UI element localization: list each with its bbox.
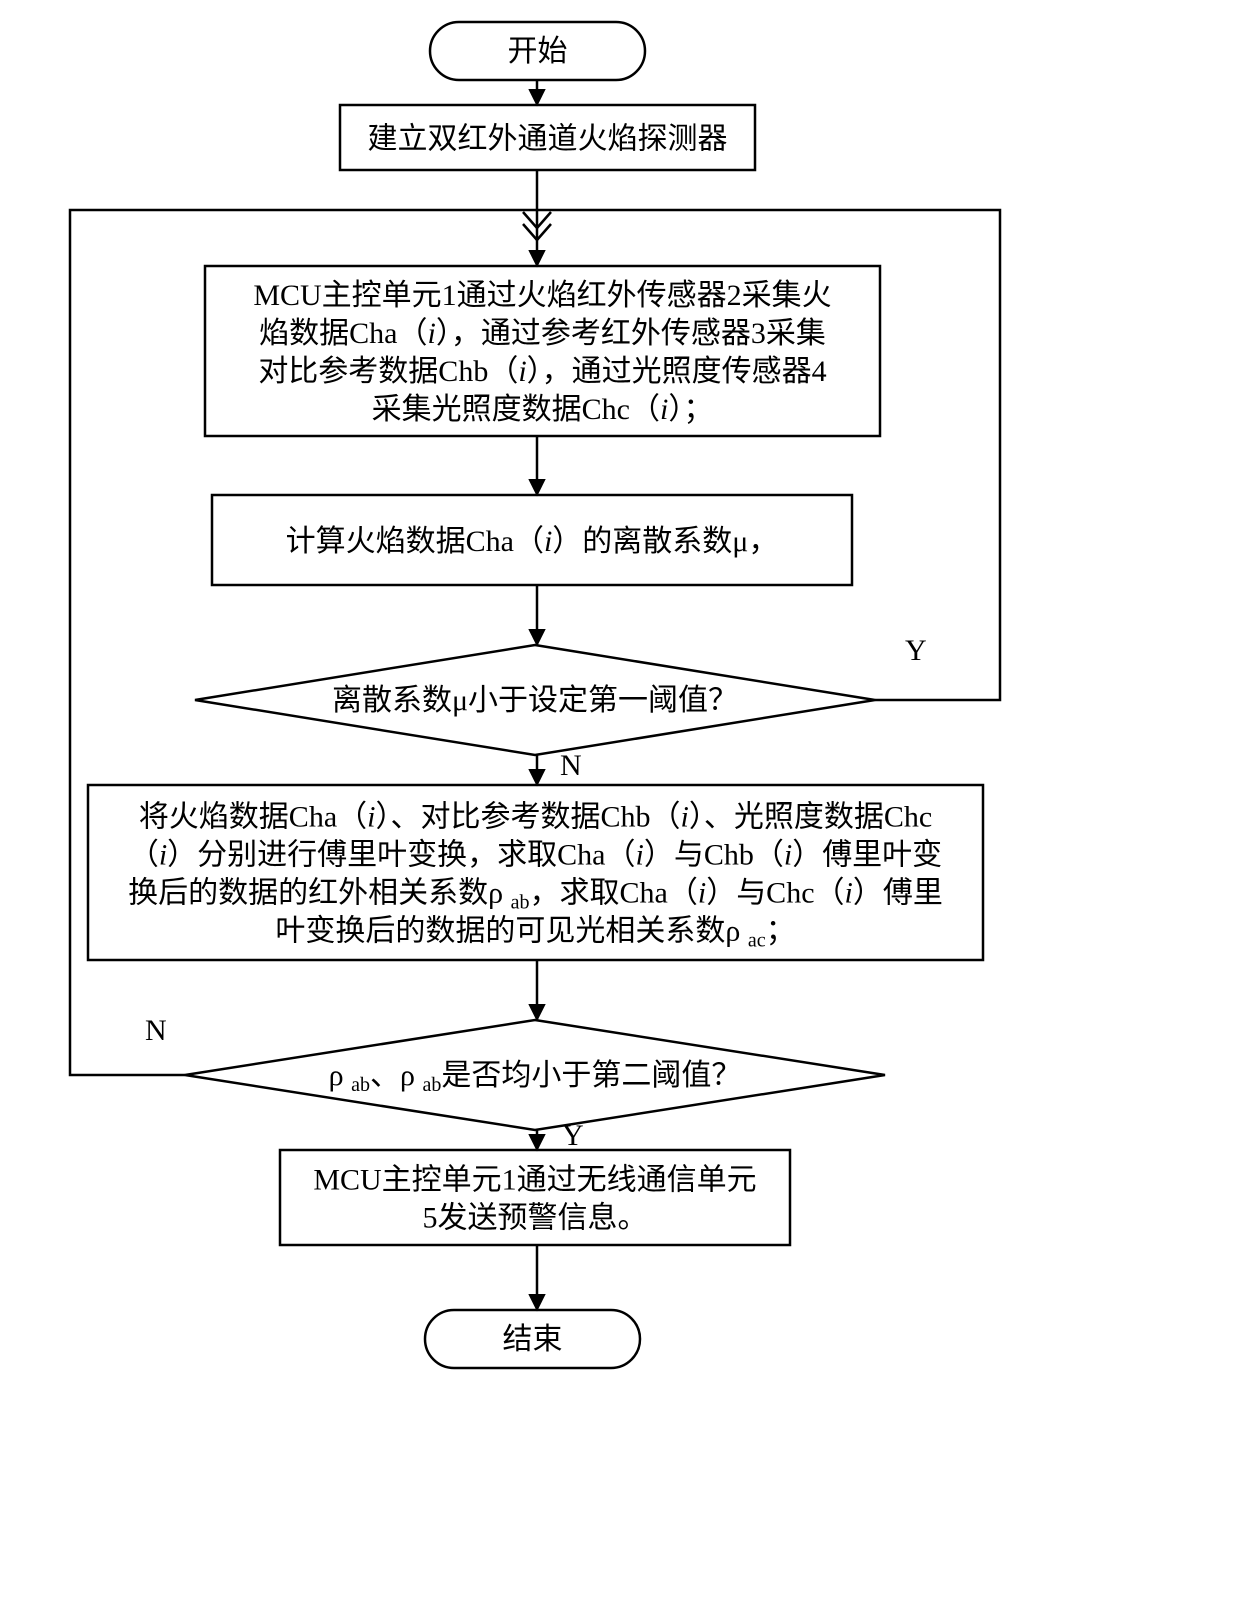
decision-label: 离散系数μ小于设定第一阈值？ [332, 684, 738, 717]
process-text: （i）分别进行傅里叶变换，求取Cha（i）与Chb（i）傅里叶变 [129, 839, 942, 872]
process-text: 将火焰数据Cha（i）、对比参考数据Chb（i）、光照度数据Chc [139, 801, 932, 834]
branch-label: Y [562, 1119, 584, 1152]
process-text: MCU主控单元1通过火焰红外传感器2采集火 [253, 279, 831, 312]
process-text: 焰数据Cha（i），通过参考红外传感器3采集 [259, 317, 826, 350]
process-text: 换后的数据的红外相关系数ρ ab，求取Cha（i）与Chc（i）傅里 [128, 877, 943, 914]
process-text: MCU主控单元1通过无线通信单元 [313, 1164, 756, 1197]
branch-label: Y [905, 634, 927, 667]
branch-label: N [145, 1014, 167, 1047]
process-text: 计算火焰数据Cha（i）的离散系数μ， [286, 525, 779, 558]
terminator-label: 开始 [508, 35, 568, 68]
process-text: 对比参考数据Chb（i），通过光照度传感器4 [258, 355, 826, 388]
process-text: 采集光照度数据Chc（i）； [372, 393, 714, 426]
decision-label: ρ ab、ρ ab是否均小于第二阈值？ [329, 1059, 742, 1096]
terminator-label: 结束 [503, 1323, 563, 1356]
process-text: 5发送预警信息。 [423, 1202, 648, 1235]
process-text: 建立双红外通道火焰探测器 [368, 123, 728, 156]
process-text: 叶变换后的数据的可见光相关系数ρ ac； [275, 915, 795, 952]
branch-label: N [560, 749, 582, 782]
